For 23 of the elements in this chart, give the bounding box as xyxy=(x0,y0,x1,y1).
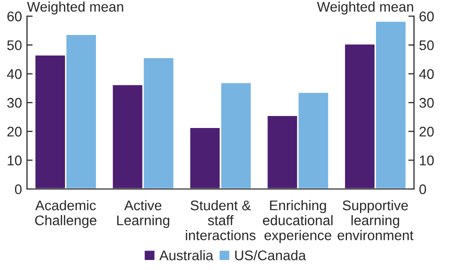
x-tick-label: Supportive learning environment xyxy=(338,200,414,240)
y-tick-label: 50 xyxy=(7,40,22,50)
y2-axis-title: Weighted mean xyxy=(317,2,414,14)
y-axis-title: Weighted mean xyxy=(27,2,124,14)
legend-label: Australia xyxy=(159,250,214,260)
x-tick-label: Active Learning xyxy=(117,200,170,228)
x-tick-label: Enriching educational experience xyxy=(262,200,332,243)
y2-tick-label: 0 xyxy=(419,184,426,194)
x-tick-label: Student & staff interactions xyxy=(186,200,256,240)
x-tick-label: Academic Challenge xyxy=(35,200,96,228)
y2-tick-label: 50 xyxy=(419,40,434,50)
y-tick-label: 40 xyxy=(7,69,22,79)
y-tick-label: 0 xyxy=(14,184,22,194)
y2-tick-label: 30 xyxy=(419,98,434,108)
y2-tick-label: 20 xyxy=(420,126,434,137)
y-tick-label: 10 xyxy=(8,156,22,166)
y-tick-label: 30 xyxy=(7,98,22,108)
y2-tick-label: 60 xyxy=(420,12,434,22)
legend-label: US/Canada xyxy=(235,250,306,260)
y-tick-label: 60 xyxy=(7,12,22,22)
y2-tick-label: 40 xyxy=(419,69,434,79)
y2-tick-label: 10 xyxy=(420,156,434,166)
y-tick-label: 20 xyxy=(7,126,22,137)
